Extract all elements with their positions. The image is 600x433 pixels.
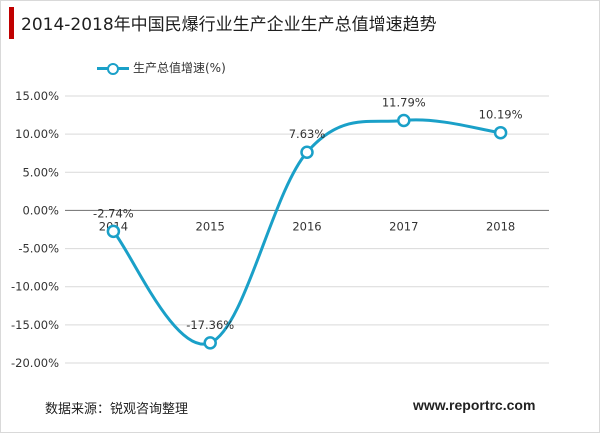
y-tick-label: 5.00%	[22, 165, 59, 179]
legend-line-marker-icon	[97, 62, 129, 75]
x-tick-label: 2017	[389, 219, 418, 233]
data-point	[300, 145, 314, 159]
y-tick-label: 10.00%	[15, 127, 59, 141]
x-tick-label: 2016	[292, 219, 321, 233]
y-tick-label: 0.00%	[22, 203, 59, 217]
y-tick-label: -5.00%	[18, 242, 59, 256]
data-point	[106, 224, 121, 239]
data-point	[397, 113, 411, 128]
website-label: www.reportrc.com	[413, 397, 536, 413]
data-point	[203, 336, 217, 350]
legend-label: 生产总值增速(%)	[133, 61, 226, 75]
y-tick-label: 15.00%	[15, 89, 59, 103]
x-tick-label: 2015	[196, 219, 225, 233]
data-label: -17.36%	[186, 318, 234, 332]
source-note: 数据来源：锐观咨询整理	[45, 402, 189, 417]
data-label: -2.74%	[93, 206, 134, 220]
data-label: 11.79%	[382, 95, 426, 109]
y-tick-label: -20.00%	[11, 356, 59, 370]
chart-title: 2014-2018年中国民爆行业生产企业生产总值增速趋势	[21, 15, 437, 35]
series-line	[112, 118, 501, 346]
x-tick-label: 2018	[486, 219, 515, 233]
y-tick-label: -15.00%	[11, 318, 59, 332]
y-tick-label: -10.00%	[11, 280, 59, 294]
data-label: 7.63%	[289, 127, 326, 141]
data-point	[493, 125, 508, 140]
legend: 生产总值增速(%)	[97, 59, 226, 76]
data-label: 10.19%	[479, 108, 523, 122]
title-accent-bar	[9, 7, 14, 39]
